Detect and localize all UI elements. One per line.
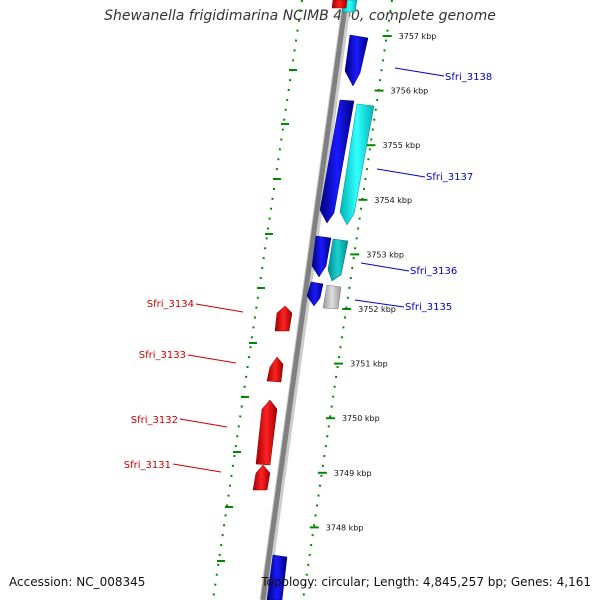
gene-label-sfri-3135[interactable]: Sfri_3135 <box>405 302 452 313</box>
gene-sfri-3133[interactable] <box>266 356 284 383</box>
accession-text: Accession: NC_008345 <box>9 575 146 589</box>
gene-labels: Sfri_3138 Sfri_3137 Sfri_3136 Sfri_3135 … <box>124 72 492 471</box>
scale-ticks: 3757 kbp 3756 kbp 3755 kbp 3754 kbp 3753 kbp… <box>309 32 437 532</box>
map-title: Shewanella frigidimarina NCIMB 400, comp… <box>104 8 496 24</box>
gene-label-sfri-3133[interactable]: Sfri_3133 <box>139 350 186 361</box>
left-guide-dotted-line <box>212 0 303 600</box>
scale-tick-label: 3751 kbp <box>350 360 388 369</box>
gene-sfri-3137-blue[interactable] <box>319 99 355 224</box>
gene-label-sfri-3132[interactable]: Sfri_3132 <box>131 415 178 426</box>
right-guide-dotted-line <box>302 0 393 600</box>
gene-label-sfri-3134[interactable]: Sfri_3134 <box>147 299 194 310</box>
gene-label-sfri-3137[interactable]: Sfri_3137 <box>426 172 473 183</box>
forward-genes <box>266 0 375 600</box>
scale-tick-label: 3756 kbp <box>391 87 429 96</box>
scale-tick-label: 3755 kbp <box>382 141 420 150</box>
scale-tick-label: 3750 kbp <box>342 414 380 423</box>
gene-sfri-3136-teal[interactable] <box>327 238 349 282</box>
gene-sfri-3135-gray[interactable] <box>322 284 342 310</box>
scale-tick-label: 3748 kbp <box>326 523 364 532</box>
reverse-genes <box>252 0 348 491</box>
label-leaders <box>172 67 445 473</box>
gene-sfri-3134[interactable] <box>274 305 293 332</box>
gene-sfri-3136-blue[interactable] <box>311 235 332 278</box>
scale-tick-label: 3749 kbp <box>334 469 372 478</box>
gene-red-top-partial[interactable] <box>331 0 348 9</box>
gene-sfri-3135-blue[interactable] <box>306 281 324 307</box>
scale-tick-label: 3757 kbp <box>399 32 437 41</box>
gene-sfri-3132[interactable] <box>255 399 278 466</box>
backbone <box>260 0 349 600</box>
gene-sfri-3131[interactable] <box>252 464 271 491</box>
genome-summary-text: Topology: circular; Length: 4,845,257 bp… <box>261 575 591 589</box>
gene-sfri-3138[interactable] <box>344 34 369 87</box>
left-guide-ticks <box>217 69 297 562</box>
gene-label-sfri-3138[interactable]: Sfri_3138 <box>445 72 492 83</box>
scale-tick-label: 3754 kbp <box>374 196 412 205</box>
gene-bottom-partial[interactable] <box>266 554 288 600</box>
gene-sfri-3137-cyan[interactable] <box>339 103 375 226</box>
scale-tick-label: 3752 kbp <box>358 305 396 314</box>
gene-label-sfri-3131[interactable]: Sfri_3131 <box>124 460 171 471</box>
scale-tick-label: 3753 kbp <box>366 250 404 259</box>
gene-label-sfri-3136[interactable]: Sfri_3136 <box>410 266 457 277</box>
